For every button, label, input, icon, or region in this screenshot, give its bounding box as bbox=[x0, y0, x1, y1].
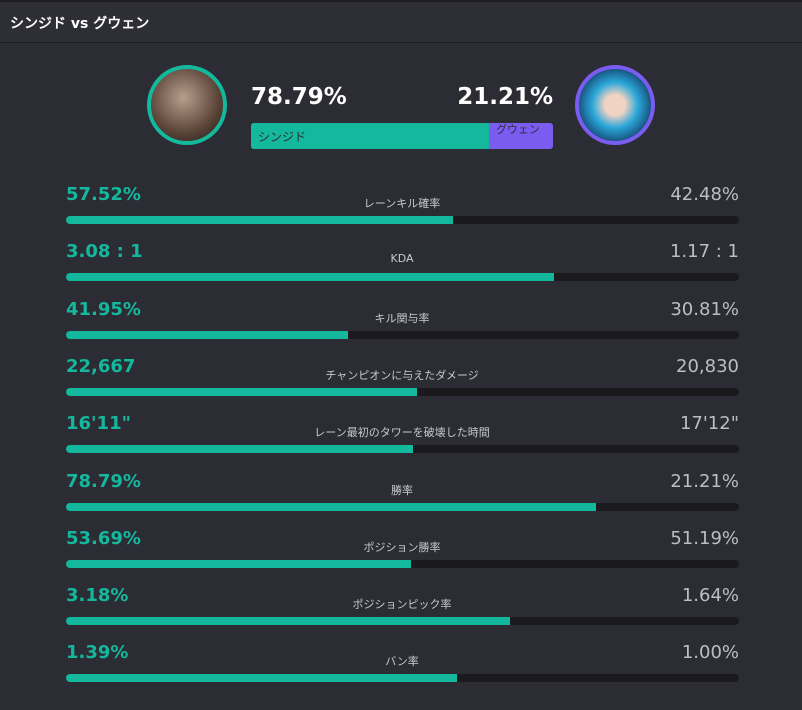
stat-label: KDA bbox=[390, 252, 414, 266]
bar-track bbox=[66, 674, 739, 683]
bar-fill bbox=[66, 559, 411, 568]
bar-fill bbox=[66, 674, 457, 683]
title: シンジド vs グウェン bbox=[10, 16, 150, 32]
right-value: 21.21% bbox=[670, 470, 739, 492]
bar-track bbox=[66, 273, 739, 282]
stat-label: レーンキル確率 bbox=[363, 197, 441, 210]
left-value: 16'11" bbox=[66, 413, 131, 435]
bar-fill bbox=[66, 617, 511, 626]
left-value: 78.79% bbox=[66, 470, 141, 492]
right-value: 17'12" bbox=[679, 413, 739, 435]
bar-fill bbox=[66, 273, 554, 282]
right-percent: 21.21% bbox=[457, 84, 553, 110]
bar-track bbox=[66, 330, 739, 339]
stat-label: チャンピオンに与えたダメージ bbox=[325, 368, 479, 382]
left-percent: 78.79% bbox=[251, 84, 347, 110]
stat-label: ポジション勝率 bbox=[363, 540, 441, 554]
bar-fill bbox=[66, 502, 597, 511]
header bbox=[0, 2, 802, 43]
bar-track bbox=[66, 216, 739, 224]
right-value: 1.17 : 1 bbox=[669, 241, 739, 263]
left-value: 41.95% bbox=[66, 298, 141, 320]
stat-label: レーン最初のタワーを破壊した時間 bbox=[314, 426, 490, 440]
matchup-bar: シンジド グウェン bbox=[251, 123, 553, 149]
right-value: 1.64% bbox=[681, 585, 739, 607]
stat-label: 勝率 bbox=[391, 483, 413, 497]
stat-label: キル関与率 bbox=[374, 311, 430, 325]
bar-fill bbox=[66, 216, 454, 224]
left-value: 22,667 bbox=[66, 355, 136, 377]
right-value: 51.19% bbox=[670, 527, 739, 549]
left-value: 3.08 : 1 bbox=[66, 241, 143, 263]
bar-fill bbox=[66, 445, 413, 454]
bar-track bbox=[66, 617, 739, 626]
right-name: グウェン bbox=[495, 123, 540, 136]
stat-label: バン率 bbox=[385, 655, 419, 669]
left-avatar bbox=[147, 65, 227, 145]
bar-track bbox=[66, 445, 739, 454]
left-value: 1.39% bbox=[66, 642, 129, 664]
bar-track bbox=[66, 387, 739, 396]
left-name: シンジド bbox=[258, 130, 307, 144]
bar-track bbox=[66, 502, 739, 511]
right-value: 30.81% bbox=[670, 298, 739, 320]
stat-label: ポジションピック率 bbox=[352, 598, 452, 612]
bar-fill bbox=[66, 387, 417, 396]
left-value: 53.69% bbox=[66, 527, 141, 549]
right-value: 42.48% bbox=[670, 184, 739, 205]
bar-fill bbox=[66, 330, 348, 339]
right-value: 1.00% bbox=[681, 642, 739, 664]
left-value: 57.52% bbox=[66, 184, 141, 205]
right-value: 20,830 bbox=[676, 355, 739, 377]
bar-track bbox=[66, 559, 739, 568]
right-avatar bbox=[575, 65, 655, 145]
left-value: 3.18% bbox=[66, 585, 129, 607]
matchup-fill bbox=[251, 123, 489, 149]
